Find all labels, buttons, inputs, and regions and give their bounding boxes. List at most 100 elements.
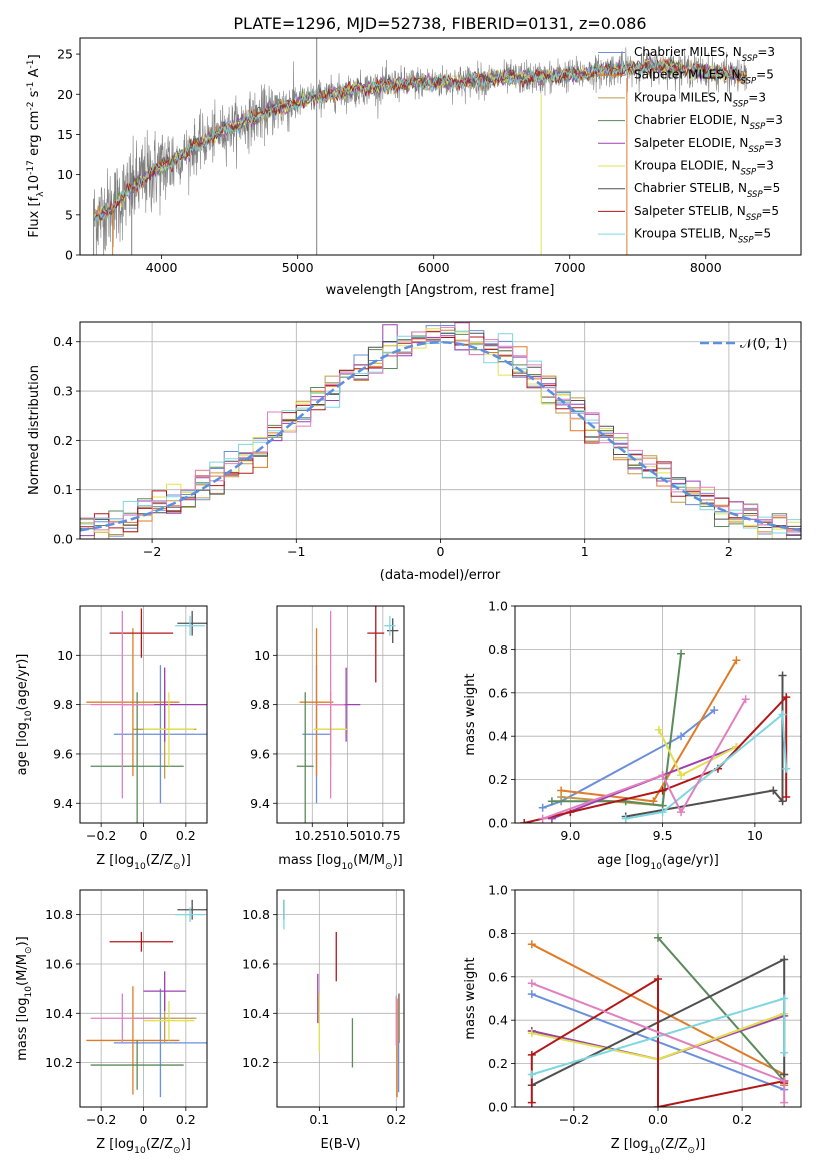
label-part: )] — [15, 936, 30, 946]
weight-point-marker — [732, 656, 741, 665]
x-tick-label: 7000 — [554, 260, 586, 275]
weight-point-marker — [677, 732, 686, 741]
weight-point-marker — [782, 792, 791, 801]
plot-area — [86, 608, 207, 823]
model-spectrum-line — [93, 58, 747, 223]
x-tick-label: 4000 — [146, 260, 178, 275]
label-part: 10 — [24, 710, 34, 722]
x-tick-label: 0.0 — [648, 1112, 668, 1127]
y-tick-label: 9.4 — [250, 796, 270, 811]
label-part: Z [ — [611, 1137, 629, 1152]
label-part: log — [114, 1137, 134, 1152]
weight-point-marker — [527, 940, 536, 949]
label-part: ⊙ — [24, 946, 34, 954]
grid — [277, 890, 404, 1107]
legend-sub: SSP — [742, 54, 758, 64]
label-part: -2 — [26, 102, 36, 111]
label-part: (Z/Z — [660, 1137, 687, 1152]
weight-series-line — [657, 937, 785, 1082]
plot-area — [296, 606, 399, 823]
axes-frame — [79, 37, 802, 256]
weight-point-marker — [520, 819, 529, 823]
y-tick-label: 25 — [57, 47, 73, 62]
legend-tail: =5 — [756, 68, 774, 82]
legend-tail: =5 — [754, 227, 772, 241]
weight-point-marker — [621, 814, 630, 823]
y-tick-label: 9.6 — [250, 746, 270, 761]
grid — [80, 890, 207, 1107]
weight-point-marker — [780, 1098, 789, 1107]
label-part: mass [ — [15, 1017, 30, 1060]
legend-label: Chabrier MILES, N — [634, 45, 742, 59]
label-part: s — [27, 90, 42, 101]
weight-point-marker — [527, 1070, 536, 1079]
x-tick-label: 10.25 — [294, 828, 330, 843]
y-tick-label: 0.4 — [488, 1013, 508, 1028]
label-part: -1 — [26, 82, 36, 91]
label-part: 10 — [24, 986, 34, 998]
legend-tail: =3 — [764, 136, 782, 150]
y-tick-label: 10 — [57, 648, 73, 663]
label-part: -17 — [26, 160, 36, 175]
label-part: (age/yr)] — [662, 853, 719, 868]
label-part: 10 — [650, 862, 662, 872]
label-part: ⊙ — [173, 1146, 181, 1156]
label-part: (M/M — [353, 853, 385, 868]
x-axis-label: age [log10​(age/yr)] — [597, 853, 719, 872]
legend-sub: SSP — [741, 77, 757, 87]
plot-area — [93, 38, 747, 255]
legend-entry: Kroupa ELODIE, NSSP=3 — [634, 159, 774, 178]
plot-area — [86, 899, 207, 1098]
legend-label: Chabrier STELIB, N — [634, 181, 747, 195]
axes-frame — [514, 605, 802, 824]
x-tick-label: 0.1 — [309, 1112, 329, 1127]
label-part: mass [ — [278, 853, 321, 868]
label-part: erg cm — [27, 111, 42, 160]
weight-point-marker — [677, 808, 686, 817]
figure-title: PLATE=1296, MJD=52738, FIBERID=0131, z=0… — [233, 14, 646, 33]
label-part: age [ — [597, 853, 630, 868]
x-axis-label: Z [log10​(Z/Z⊙​)] — [96, 1137, 191, 1156]
weight-series-line — [542, 709, 715, 809]
legend-label: Salpeter MILES, N — [634, 68, 741, 82]
y-tick-label: 0.2 — [488, 772, 508, 787]
x-tick-label: 10 — [747, 828, 763, 843]
label-part: )] — [181, 1137, 191, 1152]
y-tick-label: 0.3 — [53, 384, 73, 399]
label-part: 10 — [341, 862, 353, 872]
y-tick-label: 0.0 — [53, 532, 73, 547]
y-axis-label: mass weight — [463, 673, 478, 755]
x-axis-label: Z [log10​(Z/Z⊙​)] — [611, 1137, 706, 1156]
x-tick-label: 0.2 — [732, 1112, 752, 1127]
y-tick-label: 9.8 — [53, 697, 73, 712]
weight-point-marker — [677, 771, 686, 780]
model-spectrum-line — [93, 58, 747, 221]
label-part: (Z/Z — [146, 853, 173, 868]
grid — [277, 606, 404, 823]
y-tick-label: 0.8 — [488, 642, 508, 657]
legend-label: Salpeter ELODIE, N — [634, 136, 748, 150]
x-tick-label: 9.0 — [560, 828, 580, 843]
x-tick-label: −0.2 — [86, 1112, 116, 1127]
y-tick-label: 9.8 — [250, 697, 270, 712]
y-tick-label: 0.0 — [488, 816, 508, 831]
label-part: log — [15, 722, 30, 742]
weight-point-marker — [527, 1050, 536, 1059]
x-tick-label: 10.75 — [365, 828, 401, 843]
legend-entry: Chabrier MILES, NSSP=3 — [634, 45, 775, 64]
y-axis-label: Normed distribution — [27, 365, 42, 495]
histogram-step-line — [80, 322, 801, 533]
weight-point-marker — [654, 974, 662, 983]
weight-vs-age-panel: 9.0 9.5 10 0.0 0.2 0.4 0.6 0.8 1.0 age [log10​(ag… — [463, 599, 802, 872]
x-tick-label: 10.50 — [330, 828, 366, 843]
label-part: λ — [36, 191, 46, 197]
y-tick-label: 0.2 — [488, 1056, 508, 1071]
weight-point-marker — [527, 1029, 536, 1038]
plot-area — [527, 933, 789, 1107]
legend-label: Salpeter STELIB, N — [634, 204, 746, 218]
y-tick-label: 10.4 — [45, 1006, 73, 1021]
label-part: Flux [f — [27, 196, 42, 237]
legend-label: Kroupa STELIB, N — [634, 227, 738, 241]
weight-point-marker — [658, 786, 667, 795]
